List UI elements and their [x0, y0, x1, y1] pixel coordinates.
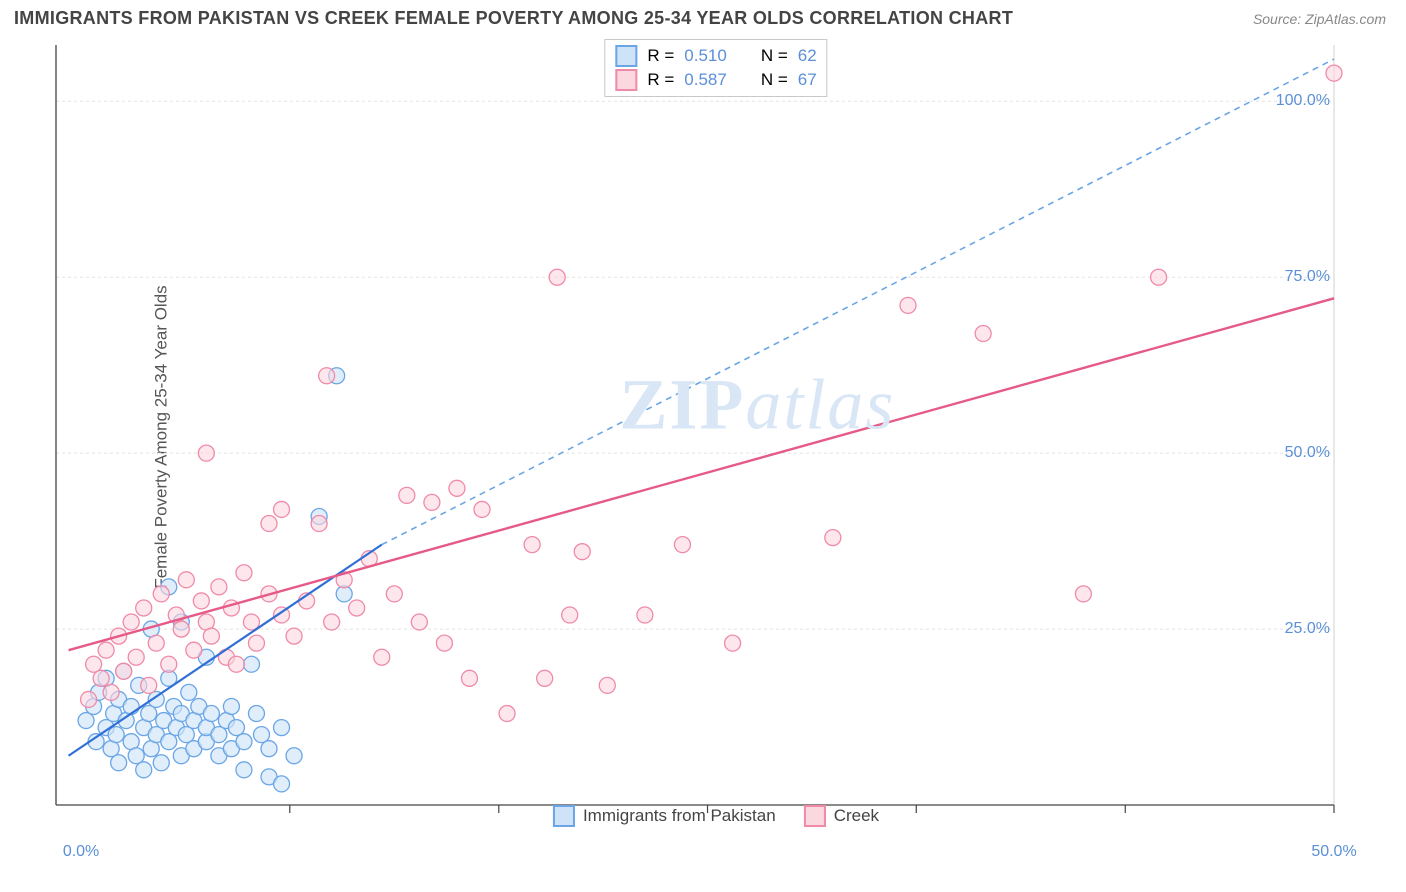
r-label: R =	[647, 68, 674, 92]
y-tick-label: 100.0%	[1276, 92, 1330, 110]
legend-swatch-blue	[553, 805, 575, 827]
source-label: Source: ZipAtlas.com	[1253, 11, 1386, 27]
legend-item-1: Creek	[804, 805, 879, 827]
legend-stats-row-1: R = 0.587 N = 67	[615, 68, 816, 92]
r-value: 0.510	[684, 44, 727, 68]
legend-label: Creek	[834, 806, 879, 826]
legend-label: Immigrants from Pakistan	[583, 806, 776, 826]
n-label: N =	[761, 44, 788, 68]
n-label: N =	[761, 68, 788, 92]
r-value: 0.587	[684, 68, 727, 92]
x-tick-label: 0.0%	[63, 843, 99, 861]
x-tick-label: 50.0%	[1311, 843, 1356, 861]
legend-swatch-pink	[804, 805, 826, 827]
y-tick-label: 50.0%	[1285, 444, 1330, 462]
legend-series: Immigrants from Pakistan Creek	[553, 805, 879, 827]
legend-stats-row-0: R = 0.510 N = 62	[615, 44, 816, 68]
n-value: 62	[798, 44, 817, 68]
scatter-svg	[46, 37, 1386, 837]
y-tick-label: 75.0%	[1285, 268, 1330, 286]
plot-area: Female Poverty Among 25-34 Year Olds ZIP…	[46, 37, 1386, 837]
legend-swatch-pink	[615, 69, 637, 91]
legend-stats: R = 0.510 N = 62 R = 0.587 N = 67	[604, 39, 827, 97]
chart-title: IMMIGRANTS FROM PAKISTAN VS CREEK FEMALE…	[14, 8, 1013, 29]
n-value: 67	[798, 68, 817, 92]
legend-item-0: Immigrants from Pakistan	[553, 805, 776, 827]
r-label: R =	[647, 44, 674, 68]
legend-swatch-blue	[615, 45, 637, 67]
y-tick-label: 25.0%	[1285, 620, 1330, 638]
